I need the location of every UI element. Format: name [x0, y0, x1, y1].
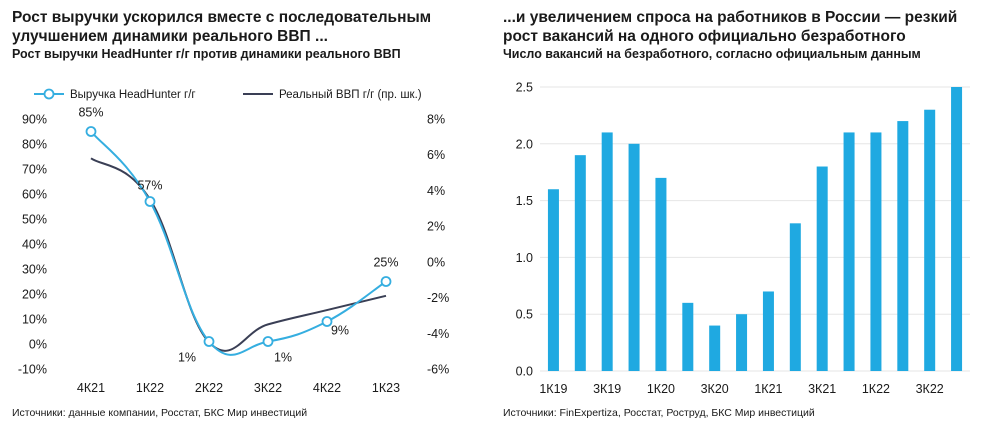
y-tick-label: 1.0	[516, 251, 533, 265]
revenue-data-point	[85, 126, 97, 137]
left-chart-subtitle: Рост выручки HeadHunter г/г против динам…	[12, 47, 401, 61]
right-y-tick-label: -2%	[427, 291, 449, 305]
left-y-tick-label: 10%	[22, 313, 47, 327]
right-title-line-2: рост вакансий на одного официально безра…	[503, 28, 906, 45]
x-tick-label: 1К22	[862, 382, 890, 396]
y-tick-label: 2.0	[516, 137, 533, 151]
left-y-tick-label: 30%	[22, 263, 47, 277]
right-chart-title: ...и увеличением спроса на работников в …	[503, 8, 957, 46]
right-chart-panel: ...и увеличением спроса на работников в …	[500, 0, 1000, 428]
x-tick-label: 1К19	[539, 382, 567, 396]
x-tick-label: 1К20	[647, 382, 675, 396]
gdp-series-line	[90, 157, 387, 352]
revenue-data-label: 9%	[331, 324, 349, 338]
bar-3К19	[601, 132, 613, 371]
y-tick-label: 1.5	[516, 194, 533, 208]
legend-gdp-label: Реальный ВВП г/г (пр. шк.)	[279, 89, 422, 101]
revenue-data-label: 57%	[137, 179, 162, 193]
revenue-data-label: 25%	[373, 256, 398, 270]
left-title-line-1: Рост выручки ускорился вместе с последов…	[12, 9, 432, 26]
left-y-tick-label: 60%	[22, 188, 47, 202]
left-y-tick-label: 80%	[22, 138, 47, 152]
bar-2К19	[574, 155, 586, 371]
bar-1К19	[547, 189, 559, 371]
left-y-tick-label: -10%	[18, 363, 47, 377]
left-chart-source: Источники: данные компании, Росстат, БКС…	[12, 407, 308, 419]
revenue-data-label: 85%	[78, 106, 103, 120]
legend-revenue-label: Выручка HeadHunter г/г	[70, 89, 196, 101]
revenue-data-label: 1%	[178, 351, 196, 365]
bar-2К21	[789, 223, 801, 371]
bar-4К19	[628, 143, 640, 371]
bar-1К22	[870, 132, 882, 371]
revenue-data-point	[321, 316, 333, 327]
right-y-tick-label: 4%	[427, 184, 445, 198]
legend-revenue-marker	[43, 88, 55, 100]
y-tick-label: 0.5	[516, 308, 533, 322]
x-tick-label: 4К22	[313, 381, 341, 395]
revenue-vs-gdp-line-chart: -10% 0% 10% 20% 30% 40% 50% 60% 70% 80% 90% -6% -4% -…	[18, 88, 449, 395]
bar-4К21	[843, 132, 855, 371]
right-y-tick-label: 8%	[427, 113, 445, 127]
left-y-tick-label: 0%	[29, 338, 47, 352]
x-tick-label: 4К21	[77, 381, 105, 395]
right-y-tick-label: 6%	[427, 148, 445, 162]
x-tick-label: 3К21	[808, 382, 836, 396]
left-y-tick-label: 50%	[22, 213, 47, 227]
bar-3К20	[709, 325, 721, 371]
bar-1К20	[655, 177, 667, 371]
right-y-tick-label: 2%	[427, 220, 445, 234]
bar-1К21	[762, 291, 774, 371]
revenue-series-line	[90, 130, 387, 356]
bar-3К21	[816, 166, 828, 371]
x-tick-label: 3К20	[701, 382, 729, 396]
bar-2К20	[682, 302, 694, 371]
right-chart-subtitle: Число вакансий на безработного, согласно…	[503, 47, 921, 61]
left-chart-panel: Рост выручки ускорился вместе с последов…	[0, 0, 485, 428]
right-y-tick-label: 0%	[427, 255, 445, 269]
x-tick-label: 3К19	[593, 382, 621, 396]
x-tick-label: 3К22	[254, 381, 282, 395]
left-y-tick-label: 20%	[22, 288, 47, 302]
revenue-data-point	[380, 276, 392, 287]
y-tick-label: 0.0	[516, 365, 533, 379]
left-y-tick-label: 40%	[22, 238, 47, 252]
bar-4К22	[951, 87, 963, 371]
bar-2К22	[897, 121, 909, 371]
revenue-data-point	[203, 336, 215, 347]
bar-4К20	[736, 314, 748, 371]
revenue-data-point	[144, 196, 156, 207]
right-title-line-1: ...и увеличением спроса на работников в …	[503, 9, 958, 26]
x-tick-label: 2К22	[195, 381, 223, 395]
vacancies-per-unemployed-bar-chart: 0.0 0.5 1.0 1.5 2.0 2.5 1К19 3К19 1К20 3К20 1К21 3К…	[516, 81, 970, 396]
right-y-tick-label: -4%	[427, 327, 449, 341]
bar-3К22	[924, 109, 936, 371]
left-chart-title: Рост выручки ускорился вместе с последов…	[12, 8, 431, 46]
revenue-data-point	[262, 336, 274, 347]
x-tick-label: 1К21	[754, 382, 782, 396]
y-tick-label: 2.5	[516, 81, 533, 95]
left-y-tick-label: 90%	[22, 113, 47, 127]
x-tick-label: 1К23	[372, 381, 400, 395]
x-tick-label: 1К22	[136, 381, 164, 395]
x-tick-label: 3К22	[916, 382, 944, 396]
left-title-line-2: улучшением динамики реального ВВП ...	[12, 28, 328, 45]
revenue-data-label: 1%	[274, 351, 292, 365]
left-y-tick-label: 70%	[22, 163, 47, 177]
right-y-tick-label: -6%	[427, 363, 449, 377]
right-chart-source: Источники: FinExpertiza, Росстат, Ростру…	[503, 407, 815, 419]
